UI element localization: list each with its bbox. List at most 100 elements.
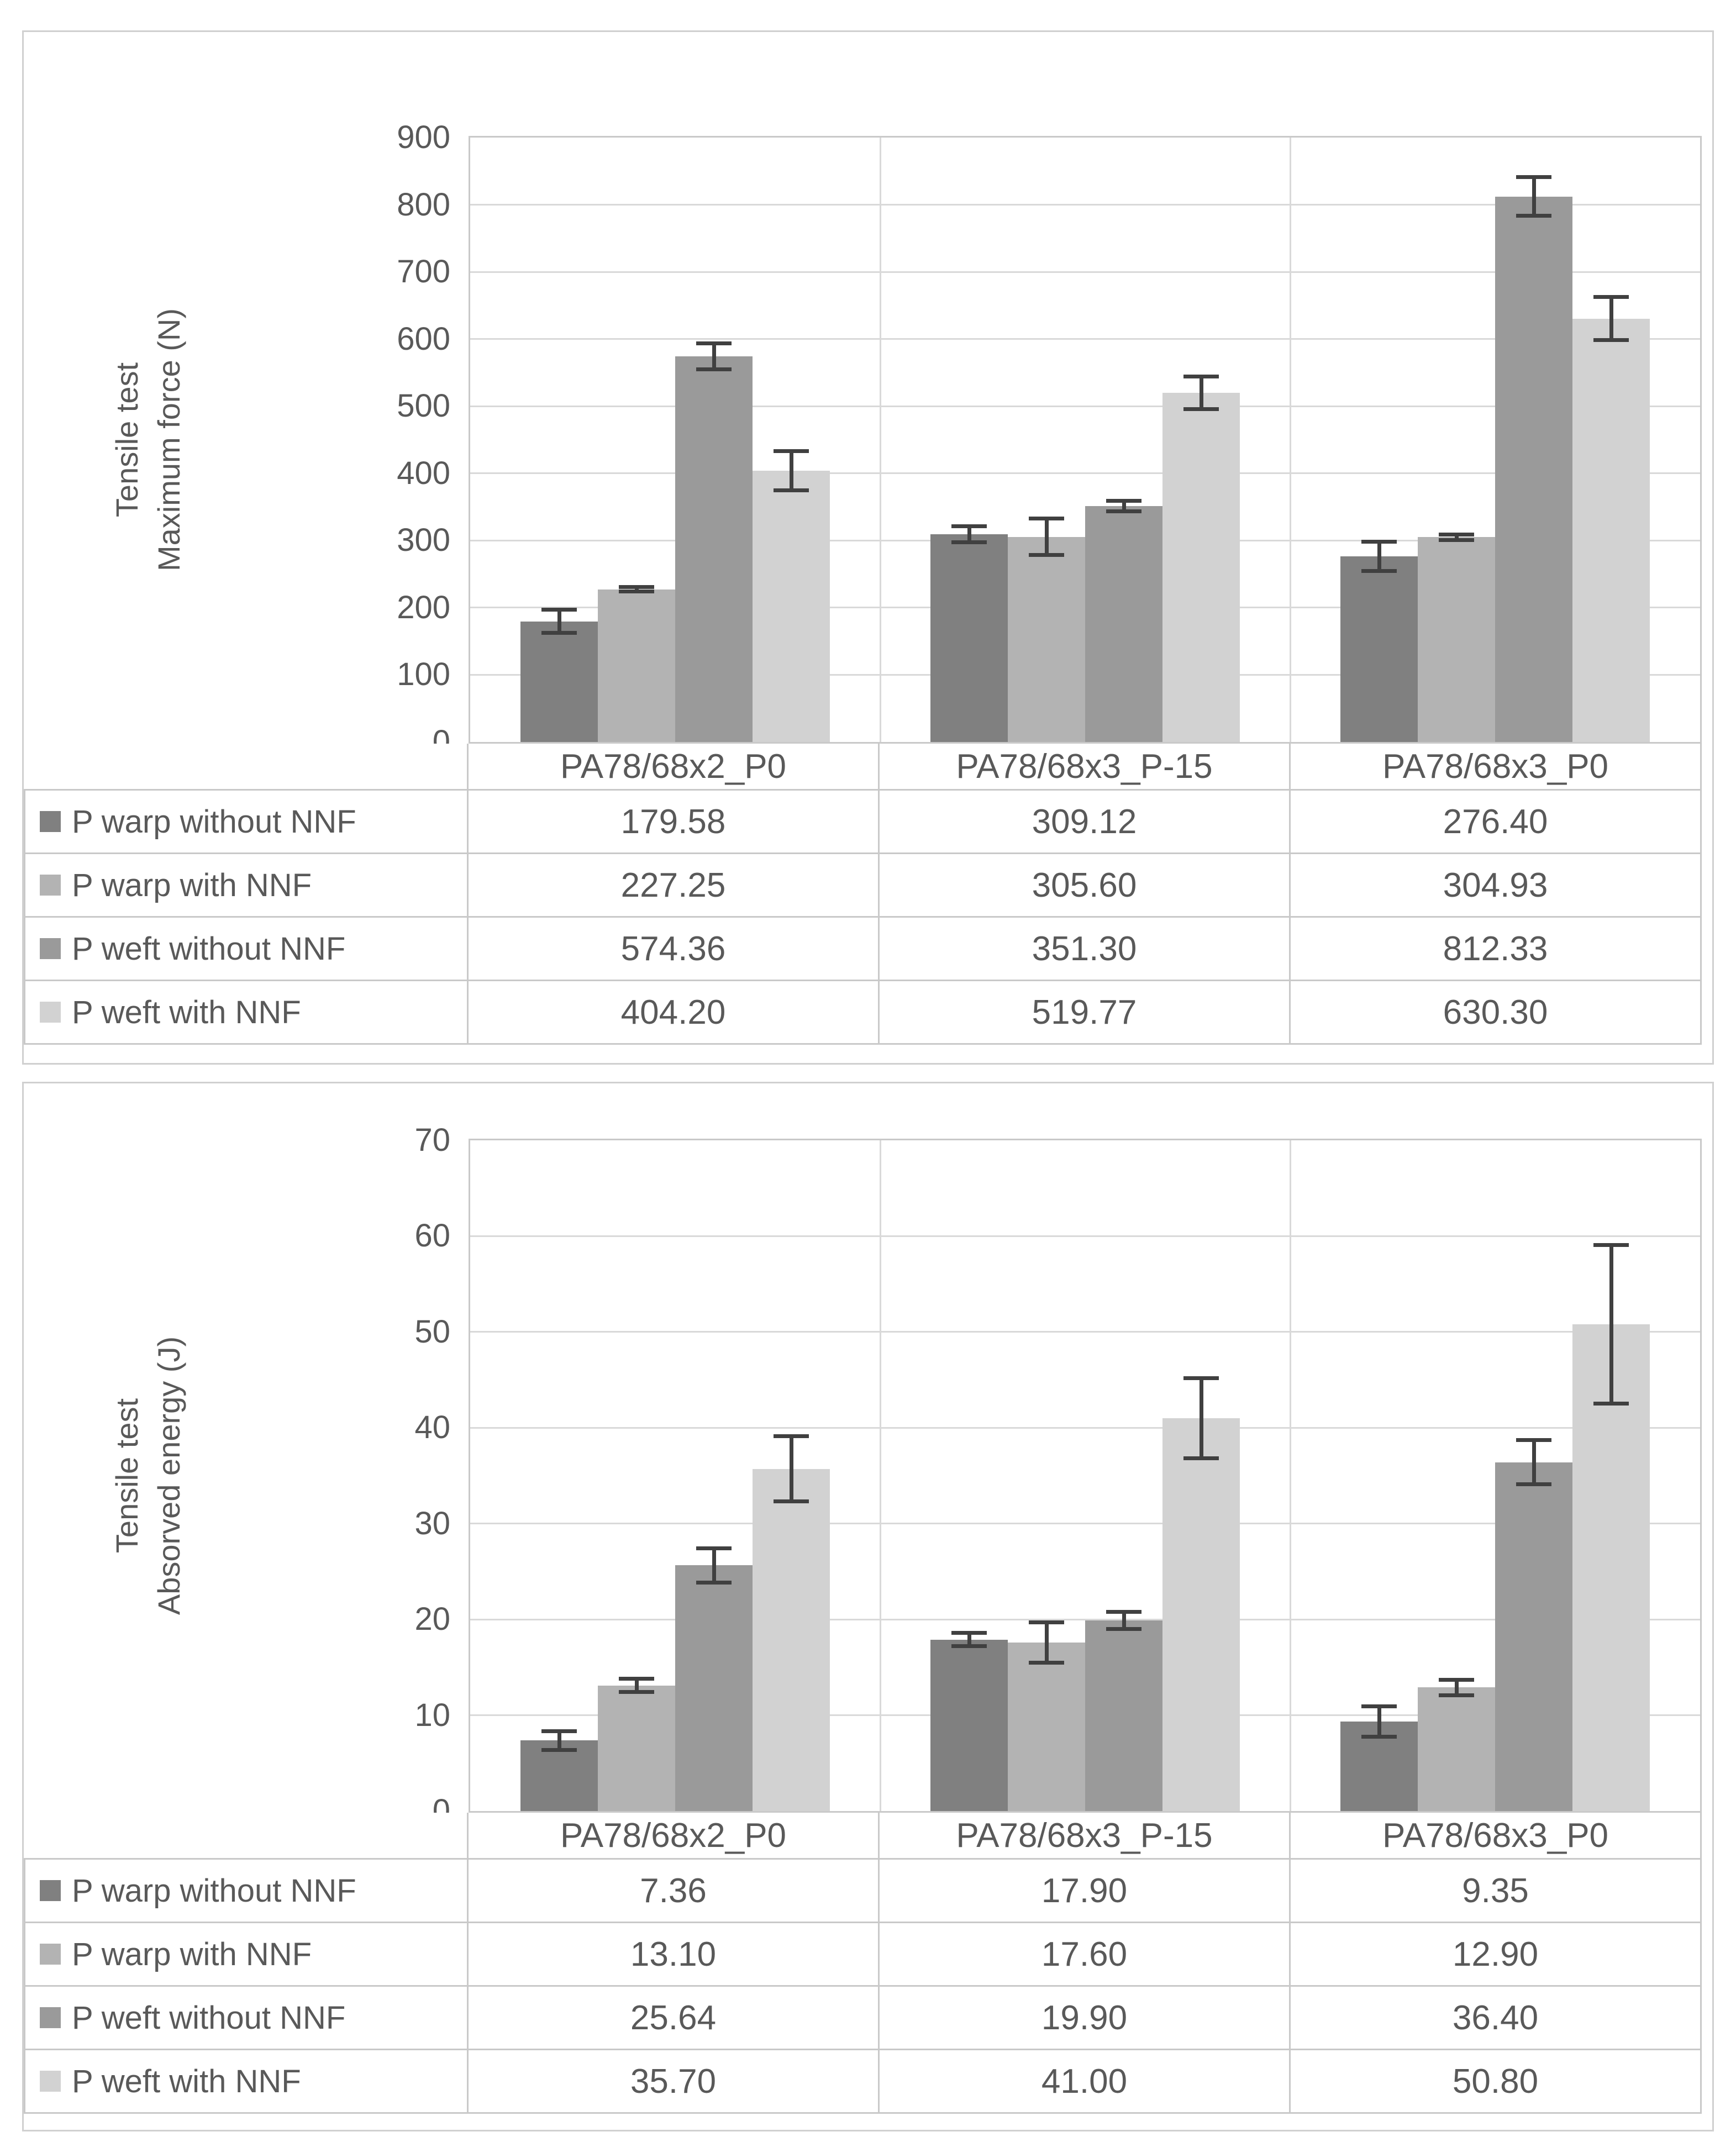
error-bar <box>1106 1609 1141 1631</box>
error-bar <box>1106 498 1141 514</box>
bar-p-warp-with-nnf <box>1418 1687 1495 1811</box>
bar-p-warp-without-nnf <box>930 1639 1008 1811</box>
gridline <box>470 338 1700 340</box>
value-cell: 351.30 <box>880 918 1291 981</box>
error-bar <box>1439 1677 1474 1697</box>
error-bar-cap-bottom <box>951 1644 987 1649</box>
gridline <box>470 1235 1700 1237</box>
y-axis-tick-label: 40 <box>414 1409 450 1446</box>
legend-swatch <box>40 2007 61 2028</box>
value-cell: 36.40 <box>1291 1987 1702 2050</box>
legend-label: P warp without NNF <box>72 1872 356 1909</box>
error-bar <box>1029 1620 1064 1665</box>
error-bar <box>541 1729 577 1752</box>
error-bar <box>696 341 732 371</box>
error-bar-cap-bottom <box>1516 214 1551 218</box>
error-bar <box>1029 517 1064 557</box>
error-bar-stem <box>1454 1677 1459 1697</box>
bar-slot <box>1162 1140 1240 1811</box>
bar-slot <box>520 1140 598 1811</box>
gridline <box>470 1331 1700 1333</box>
legend-cell: P warp without NNF <box>24 1860 469 1923</box>
bar-p-warp-with-nnf <box>1008 1642 1085 1811</box>
error-bar <box>951 1630 987 1649</box>
error-bar-stem <box>1044 1620 1049 1665</box>
error-bar-stem <box>1454 532 1459 542</box>
error-bar-cap-bottom <box>696 1581 732 1585</box>
error-bar-stem <box>967 1630 971 1649</box>
value-cell: 19.90 <box>880 1987 1291 2050</box>
bar-slot <box>675 1140 753 1811</box>
legend-swatch <box>40 1880 61 1901</box>
legend-swatch <box>40 2071 61 2092</box>
chart-area-maximum-force: Tensile test Maximum force (N) 0 100 200 30… <box>24 121 1702 759</box>
bar-p-warp-without-nnf <box>1340 556 1418 742</box>
y-axis-ticks: 0 10 20 30 40 50 60 70 <box>24 1124 450 1828</box>
legend-swatch <box>40 938 61 959</box>
chart-area-absorbed-energy: Tensile test Absorved energy (J) 0 10 20 30… <box>24 1124 1702 1828</box>
bar-p-weft-with-nnf <box>753 470 830 742</box>
bar-slot <box>753 138 830 742</box>
bar-p-weft-with-nnf <box>1162 1418 1240 1811</box>
error-bar-cap-bottom <box>541 631 577 635</box>
y-axis-tick-label: 900 <box>397 119 450 155</box>
legend-cell: P weft with NNF <box>24 2050 469 2114</box>
error-bar <box>619 1677 654 1694</box>
error-bar-stem <box>789 449 793 492</box>
error-bar-cap-bottom <box>696 367 732 371</box>
error-bar <box>1516 1438 1551 1487</box>
bar-group <box>470 1140 880 1811</box>
error-bar <box>696 1546 732 1585</box>
bar-p-warp-without-nnf <box>520 621 598 742</box>
bar-p-weft-with-nnf <box>1572 318 1650 742</box>
error-bar-stem <box>1377 1704 1381 1739</box>
bar-slot <box>1418 138 1495 742</box>
error-bar-stem <box>1532 175 1536 218</box>
error-bar <box>1593 1243 1629 1406</box>
bar-slot <box>520 138 598 742</box>
bar-p-weft-with-nnf <box>1162 393 1240 742</box>
value-cell: 50.80 <box>1291 2050 1702 2114</box>
error-bar <box>1183 375 1219 411</box>
bar-group <box>880 1140 1290 1811</box>
bar-slot <box>1418 1140 1495 1811</box>
bar-slot <box>1340 138 1418 742</box>
error-bar-cap-bottom <box>1361 569 1397 573</box>
y-axis-tick-label: 400 <box>397 455 450 491</box>
legend-label: P warp without NNF <box>72 803 356 840</box>
error-bar-stem <box>712 1546 716 1585</box>
value-cell: 13.10 <box>469 1923 880 1987</box>
category-label-cell: PA78/68x3_P-15 <box>880 744 1291 791</box>
bar-p-warp-without-nnf <box>930 534 1008 742</box>
legend-label: P weft without NNF <box>72 1999 346 2036</box>
value-cell: 17.90 <box>880 1860 1291 1923</box>
legend-label: P weft without NNF <box>72 930 346 967</box>
error-bar <box>951 524 987 545</box>
error-bar-stem <box>557 1729 561 1752</box>
gridline <box>470 1618 1700 1620</box>
legend-label: P weft with NNF <box>72 2063 301 2099</box>
bar-slot <box>930 138 1008 742</box>
error-bar <box>1593 295 1629 343</box>
error-bar <box>774 449 809 492</box>
value-cell: 17.60 <box>880 1923 1291 1987</box>
bar-p-weft-without-nnf <box>675 1565 753 1811</box>
error-bar-cap-bottom <box>541 1748 577 1752</box>
value-cell: 41.00 <box>880 2050 1291 2114</box>
category-separator <box>1289 138 1291 742</box>
error-bar-cap-bottom <box>1183 407 1219 411</box>
bar-p-weft-without-nnf <box>1495 196 1572 742</box>
bar-slot <box>1572 1140 1650 1811</box>
category-label-cell: PA78/68x3_P-15 <box>880 1813 1291 1860</box>
y-axis-tick-label: 100 <box>397 656 450 693</box>
bar-p-warp-without-nnf <box>520 1740 598 1811</box>
error-bar-cap-bottom <box>774 1499 809 1504</box>
value-cell: 179.58 <box>469 791 880 854</box>
error-bar <box>1439 532 1474 542</box>
legend-cell: P weft with NNF <box>24 981 469 1045</box>
error-bar-stem <box>1044 517 1049 557</box>
value-cell: 25.64 <box>469 1987 880 2050</box>
error-bar-stem <box>1199 1376 1203 1461</box>
y-axis-tick-label: 700 <box>397 254 450 290</box>
error-bar-stem <box>789 1434 793 1504</box>
